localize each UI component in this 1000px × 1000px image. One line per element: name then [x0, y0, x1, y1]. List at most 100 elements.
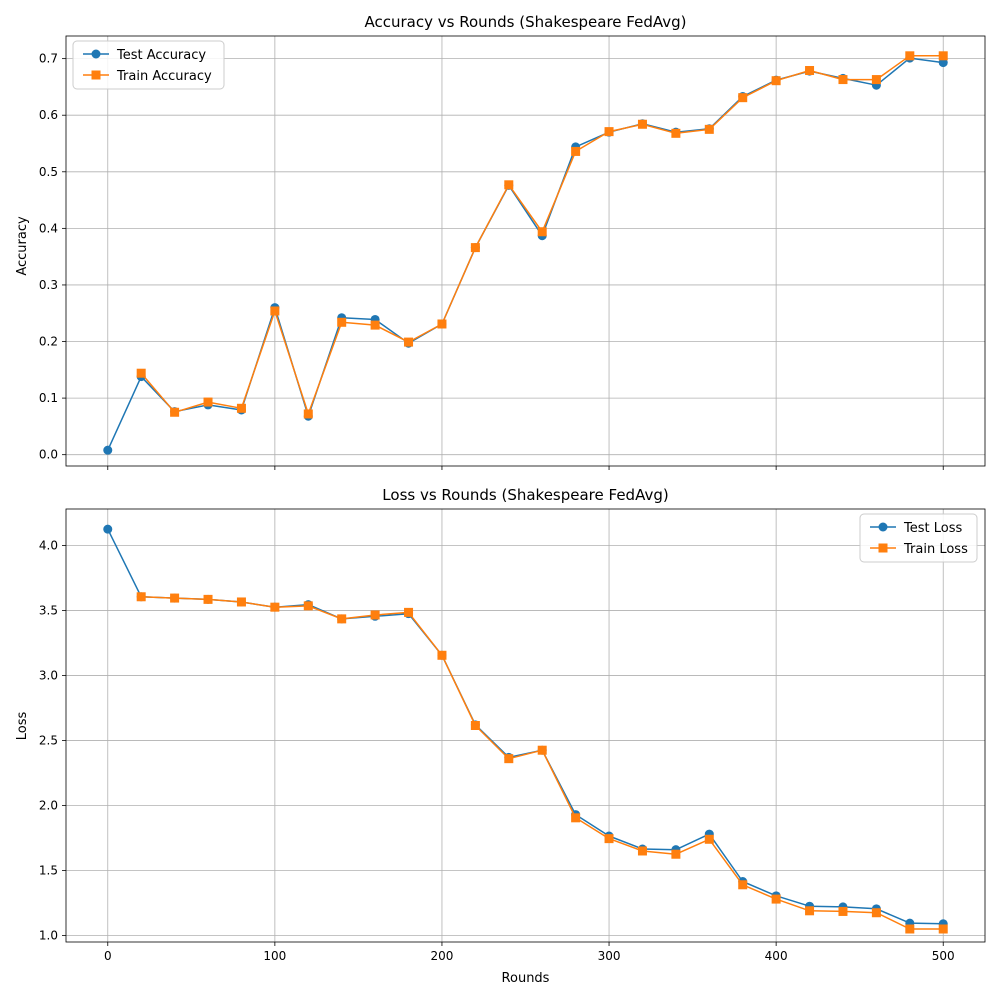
loss-data — [103, 524, 948, 934]
legend-test-accuracy-label: Test Accuracy — [116, 48, 206, 63]
train-accuracy-point — [170, 407, 180, 417]
train-loss-point — [370, 610, 380, 620]
train-accuracy-point — [537, 227, 547, 237]
train-accuracy-point — [404, 337, 414, 347]
train-accuracy-point — [571, 146, 581, 156]
accuracy-data — [103, 51, 948, 455]
train-accuracy-point — [938, 51, 948, 61]
train-loss-point — [270, 602, 280, 612]
loss-x-tick-label: 200 — [431, 949, 454, 963]
train-accuracy-point — [604, 127, 614, 137]
legend-test-accuracy-marker — [91, 49, 101, 59]
train-loss-point — [537, 745, 547, 755]
train-loss-point — [437, 650, 447, 660]
train-accuracy-point — [437, 319, 447, 329]
train-accuracy-point — [337, 317, 347, 327]
legend-train-accuracy-label: Train Accuracy — [116, 69, 212, 84]
loss-y-tick-label: 3.0 — [39, 668, 58, 682]
accuracy-chart-title: Accuracy vs Rounds (Shakespeare FedAvg) — [365, 13, 687, 31]
train-accuracy-point — [805, 66, 815, 76]
train-loss-point — [236, 597, 246, 607]
train-accuracy-point — [470, 243, 480, 253]
train-accuracy-point — [637, 119, 647, 129]
legend-test-loss-marker — [878, 522, 888, 532]
train-loss-point — [136, 592, 146, 602]
legend-train-loss-label: Train Loss — [903, 542, 968, 557]
loss-legend: Test Loss Train Loss — [859, 513, 978, 563]
legend-test-loss-label: Test Loss — [903, 521, 962, 536]
train-accuracy-point — [838, 75, 848, 85]
loss-grid — [66, 509, 985, 942]
test-loss-point — [103, 524, 113, 534]
accuracy-y-tick-label: 0.6 — [39, 108, 58, 122]
loss-y-tick-label: 1.0 — [39, 928, 58, 942]
loss-y-tick-label: 4.0 — [39, 538, 58, 552]
train-accuracy-point — [504, 180, 514, 190]
train-loss-point — [170, 593, 180, 603]
train-loss-point — [704, 834, 714, 844]
accuracy-y-tick-label: 0.5 — [39, 165, 58, 179]
test-accuracy-point — [938, 58, 948, 68]
accuracy-y-tick-label: 0.1 — [39, 391, 58, 405]
train-loss-point — [303, 601, 313, 611]
legend-train-loss-marker — [878, 543, 888, 553]
loss-x-tick-label: 100 — [263, 949, 286, 963]
loss-y-tick-label: 1.5 — [39, 863, 58, 877]
train-loss-point — [938, 924, 948, 934]
loss-x-tick-label: 0 — [104, 949, 112, 963]
loss-y-tick-label: 2.0 — [39, 798, 58, 812]
loss-y-tick-label: 2.5 — [39, 733, 58, 747]
train-accuracy-point — [704, 124, 714, 134]
train-accuracy-point — [871, 75, 881, 85]
train-loss-point — [470, 721, 480, 730]
train-accuracy-point — [236, 403, 246, 413]
accuracy-axes-frame — [65, 35, 986, 467]
train-loss-point — [404, 607, 414, 617]
train-loss-point — [337, 614, 347, 624]
train-loss-point — [504, 754, 514, 764]
accuracy-y-tick-label: 0.3 — [39, 278, 58, 292]
accuracy-legend-box — [72, 40, 225, 90]
loss-y-tick-label: 3.5 — [39, 603, 58, 617]
train-loss-point — [871, 908, 881, 918]
accuracy-y-tick-label: 0.4 — [39, 221, 58, 235]
loss-legend-box — [859, 513, 978, 563]
loss-x-axis-label: Rounds — [502, 971, 550, 986]
loss-x-tick-label: 400 — [765, 949, 788, 963]
train-loss-point — [771, 894, 781, 904]
loss-axes-frame — [65, 508, 986, 943]
accuracy-y-axis-label: Accuracy — [15, 216, 30, 276]
train-loss-point — [738, 880, 748, 890]
train-loss-point — [604, 834, 614, 844]
accuracy-legend: Test Accuracy Train Accuracy — [72, 40, 225, 90]
train-accuracy-point — [370, 320, 380, 330]
train-accuracy-point — [270, 306, 280, 316]
train-accuracy-point — [136, 368, 146, 378]
train-loss-point — [571, 813, 581, 823]
loss-chart: Loss vs Rounds (Shakespeare FedAvg) Loss… — [15, 486, 986, 986]
train-loss-point — [671, 849, 681, 859]
loss-y-axis-label: Loss — [15, 712, 30, 741]
accuracy-axes: 0.0 0.1 0.2 0.3 0.4 0.5 0.6 0.7 — [39, 35, 986, 470]
loss-x-tick-label: 500 — [932, 949, 955, 963]
train-accuracy-point — [771, 76, 781, 86]
test-accuracy-point — [103, 445, 113, 455]
accuracy-y-tick-label: 0.2 — [39, 335, 58, 349]
train-accuracy-point — [738, 93, 748, 103]
accuracy-y-tick-label: 0.0 — [39, 448, 58, 462]
legend-train-accuracy-marker — [91, 70, 101, 80]
train-loss-point — [905, 924, 915, 934]
train-accuracy-point — [671, 128, 681, 138]
train-accuracy-point — [203, 397, 213, 407]
train-accuracy-point — [303, 409, 313, 419]
train-loss-point — [838, 906, 848, 916]
accuracy-chart: Accuracy vs Rounds (Shakespeare FedAvg) … — [15, 13, 986, 470]
accuracy-grid — [66, 36, 985, 466]
train-loss-point — [203, 594, 213, 604]
loss-chart-title: Loss vs Rounds (Shakespeare FedAvg) — [382, 486, 668, 504]
train-loss-point — [805, 906, 815, 916]
loss-axes: 0 100 200 300 400 500 1.0 1.5 2.0 2.5 3.0 3.5 4.0 — [39, 508, 986, 963]
loss-x-tick-label: 300 — [598, 949, 621, 963]
